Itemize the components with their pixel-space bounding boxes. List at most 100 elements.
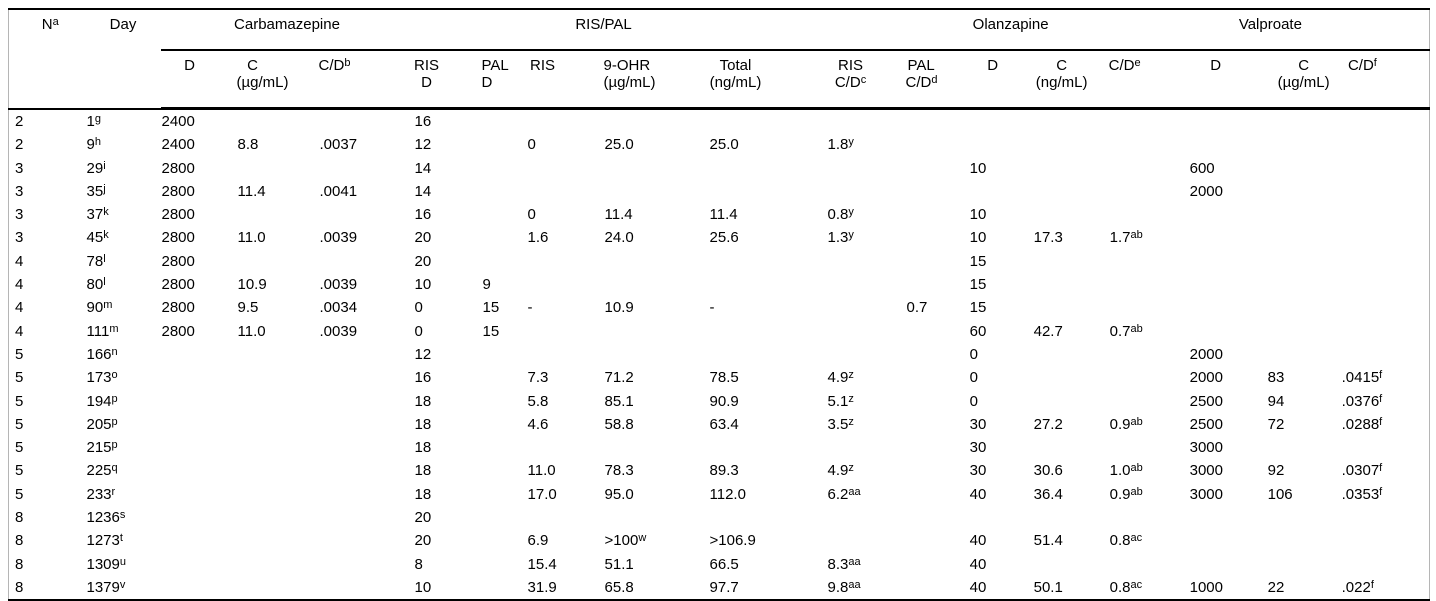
table-cell: 0.8ac: [1109, 578, 1143, 596]
table-cell: [1033, 157, 1109, 180]
table-cell: [604, 436, 709, 459]
table-cell: [709, 436, 827, 459]
table-cell: 51.1: [604, 555, 634, 573]
table-cell: 233r: [86, 485, 116, 503]
table-cell: [237, 553, 319, 576]
table-cell: 5: [15, 392, 24, 410]
table-cell: [319, 553, 414, 576]
table-cell: [827, 436, 906, 459]
table-cell: [906, 459, 969, 482]
table-cell: 0.7: [906, 299, 928, 317]
table-cell: 30: [969, 439, 987, 457]
table-cell: 111m: [86, 322, 119, 340]
table-row: 4 78l 2800 20 15: [9, 250, 1430, 273]
table-cell: [319, 203, 414, 226]
table-cell: 0.9ab: [1109, 415, 1143, 433]
table-row: 2 9h 2400 8.8 .0037 12 0 25.0 25.0 1.8y: [9, 133, 1430, 156]
table-cell: 5: [15, 462, 24, 480]
column-header-c-g-ml-2: C (µg/mL): [236, 50, 319, 110]
table-cell: [1109, 203, 1189, 226]
table-cell: [827, 296, 906, 319]
table-cell: 78.3: [604, 462, 634, 480]
table-cell: .0288f: [1341, 415, 1383, 433]
table-cell: [906, 157, 969, 180]
table-cell: [709, 180, 827, 203]
table-cell: 18: [414, 485, 432, 503]
table-cell: 89.3: [709, 462, 739, 480]
column-header-total-ng-ml-8: Total (ng/mL): [708, 50, 827, 110]
table-cell: [1189, 133, 1267, 156]
table-cell: 2800: [161, 322, 195, 340]
table-cell: 20: [414, 532, 432, 550]
table-cell: [482, 436, 527, 459]
table-cell: 1236s: [86, 509, 126, 527]
table-cell: [319, 366, 414, 389]
table-cell: [482, 157, 527, 180]
table-cell: 22: [1267, 578, 1285, 596]
table-cell: 20: [414, 509, 432, 527]
table-cell: 83: [1267, 369, 1285, 387]
table-cell: [1109, 296, 1189, 319]
table-cell: [319, 343, 414, 366]
column-header-c-ng-ml-12: C (ng/mL): [1032, 50, 1109, 110]
table-cell: 8.8: [237, 136, 259, 154]
table-cell: 1.8y: [827, 136, 854, 154]
table-cell: 12: [414, 345, 432, 363]
table-cell: [709, 320, 827, 343]
table-cell: 2400: [161, 136, 195, 154]
table-cell: [161, 576, 237, 600]
table-cell: [161, 553, 237, 576]
table-cell: [1267, 553, 1341, 576]
table-cell: [1033, 296, 1109, 319]
table-cell: [482, 576, 527, 600]
table-cell: >100w: [604, 532, 647, 550]
table-cell: -: [709, 299, 715, 317]
table-cell: [1189, 553, 1267, 576]
table-cell: 2800: [161, 159, 195, 177]
table-cell: [1341, 226, 1430, 249]
table-row: 3 35j 2800 11.4 .0041 14 2000: [9, 180, 1430, 203]
table-cell: [1033, 180, 1109, 203]
table-cell: [906, 320, 969, 343]
table-cell: 8: [15, 555, 24, 573]
table-cell: 166n: [86, 345, 118, 363]
table-cell: 1.3y: [827, 229, 854, 247]
table-cell: [1267, 157, 1341, 180]
table-cell: [906, 250, 969, 273]
table-cell: 11.0: [237, 229, 266, 247]
table-cell: [1341, 296, 1430, 319]
table-cell: 2800: [161, 276, 195, 294]
table-cell: [1189, 250, 1267, 273]
table-cell: [827, 180, 906, 203]
table-cell: 29i: [86, 159, 106, 177]
table-cell: [1033, 343, 1109, 366]
table-row: 4 111m 2800 11.0 .0039 0 15 60 42.7 0.7ab: [9, 320, 1430, 343]
table-cell: 2800: [161, 229, 195, 247]
table-cell: 10.9: [604, 299, 634, 317]
table-cell: 17.3: [1033, 229, 1063, 247]
table-cell: [1033, 203, 1109, 226]
table-cell: 18: [414, 415, 432, 433]
table-cell: [906, 413, 969, 436]
table-cell: [1267, 436, 1341, 459]
table-cell: [1341, 343, 1430, 366]
table-cell: .0376f: [1341, 392, 1383, 410]
table-cell: [527, 250, 604, 273]
table-cell: 3: [15, 229, 24, 247]
table-cell: [237, 506, 319, 529]
table-cell: 10: [414, 578, 432, 596]
table-cell: 8: [414, 555, 423, 573]
table-cell: [1267, 343, 1341, 366]
table-cell: [604, 506, 709, 529]
table-cell: [1189, 109, 1267, 134]
table-cell: 5.8: [527, 392, 549, 410]
table-cell: 225q: [86, 462, 118, 480]
table-cell: 66.5: [709, 555, 739, 573]
table-cell: .0307f: [1341, 462, 1383, 480]
table-cell: [1267, 529, 1341, 552]
table-cell: [1341, 436, 1430, 459]
table-cell: 30: [969, 415, 987, 433]
table-cell: [237, 576, 319, 600]
table-cell: 20: [414, 229, 432, 247]
